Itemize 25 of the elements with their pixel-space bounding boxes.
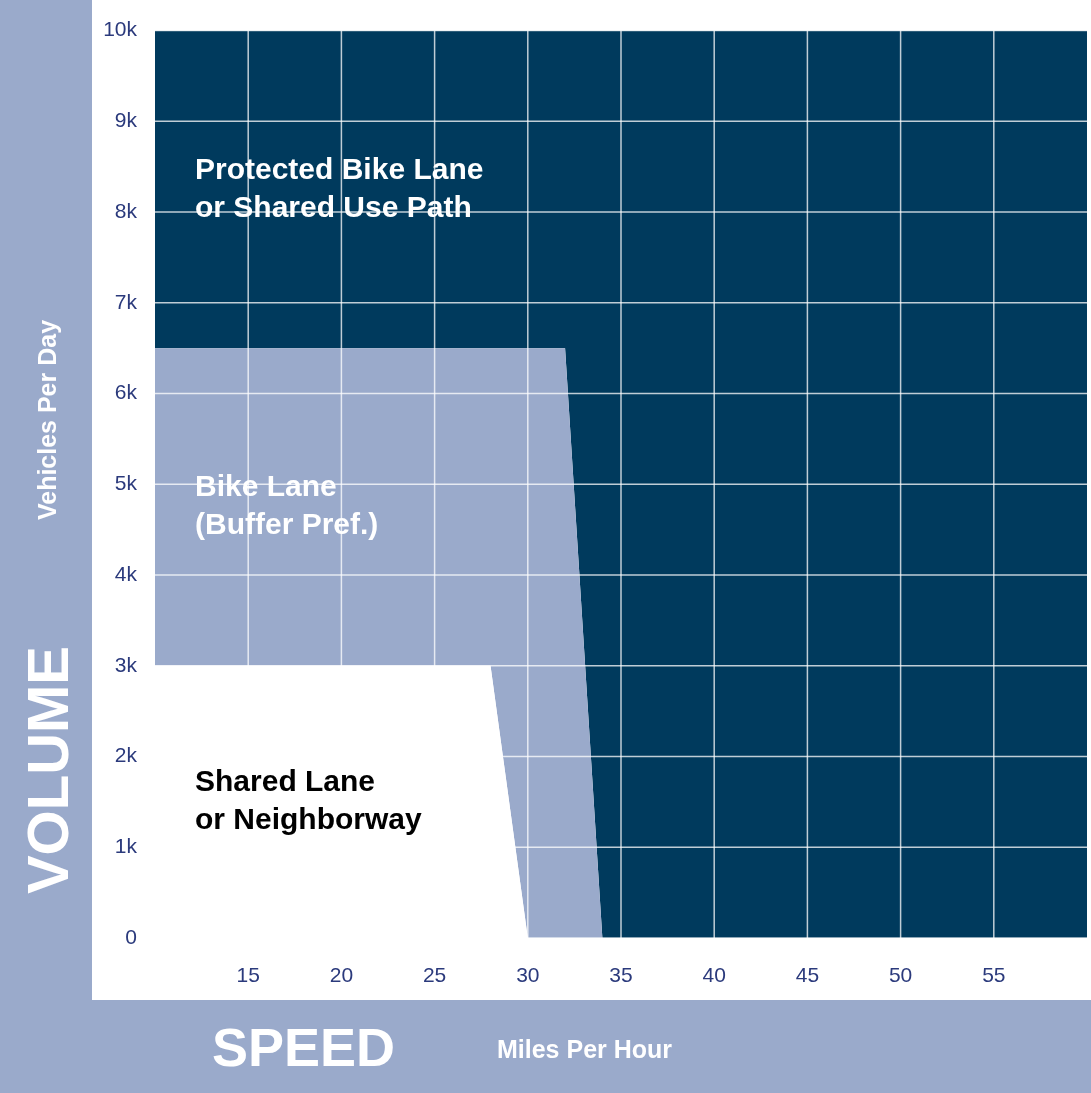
x-tick-label: 45 bbox=[795, 963, 820, 987]
y-tick-label: 0 bbox=[125, 924, 137, 948]
y-tick-label: 4k bbox=[114, 561, 138, 585]
series-label: Shared Lane or Neighborway bbox=[195, 764, 423, 836]
x-tick-label: 40 bbox=[702, 963, 726, 987]
text: Miles Per Hour bbox=[497, 1034, 673, 1064]
text: Vehicles Per Day bbox=[32, 319, 62, 521]
y-tick-label: 9k bbox=[114, 108, 138, 132]
y-tick-label: 2k bbox=[114, 743, 138, 767]
y-tick-label: 7k bbox=[114, 289, 138, 313]
y-axis-title: VOLUME bbox=[13, 645, 81, 895]
x-tick-label: 50 bbox=[888, 963, 913, 987]
y-tick-label: 5k bbox=[114, 471, 138, 495]
x-tick-label: 35 bbox=[609, 963, 633, 987]
x-axis-title: SPEED bbox=[212, 1016, 396, 1078]
x-tick-label: 30 bbox=[516, 963, 540, 987]
x-tick-label: 15 bbox=[236, 963, 260, 987]
x-tick-label: 55 bbox=[982, 963, 1006, 987]
y-tick-label: 1k bbox=[114, 834, 138, 858]
y-tick-label: 6k bbox=[114, 380, 138, 404]
y-tick-label: 3k bbox=[114, 652, 138, 676]
y-tick-label: 8k bbox=[114, 198, 138, 222]
y-tick-label: 10k bbox=[103, 17, 138, 41]
x-tick-label: 20 bbox=[329, 963, 354, 987]
x-tick-label: 25 bbox=[422, 963, 447, 987]
